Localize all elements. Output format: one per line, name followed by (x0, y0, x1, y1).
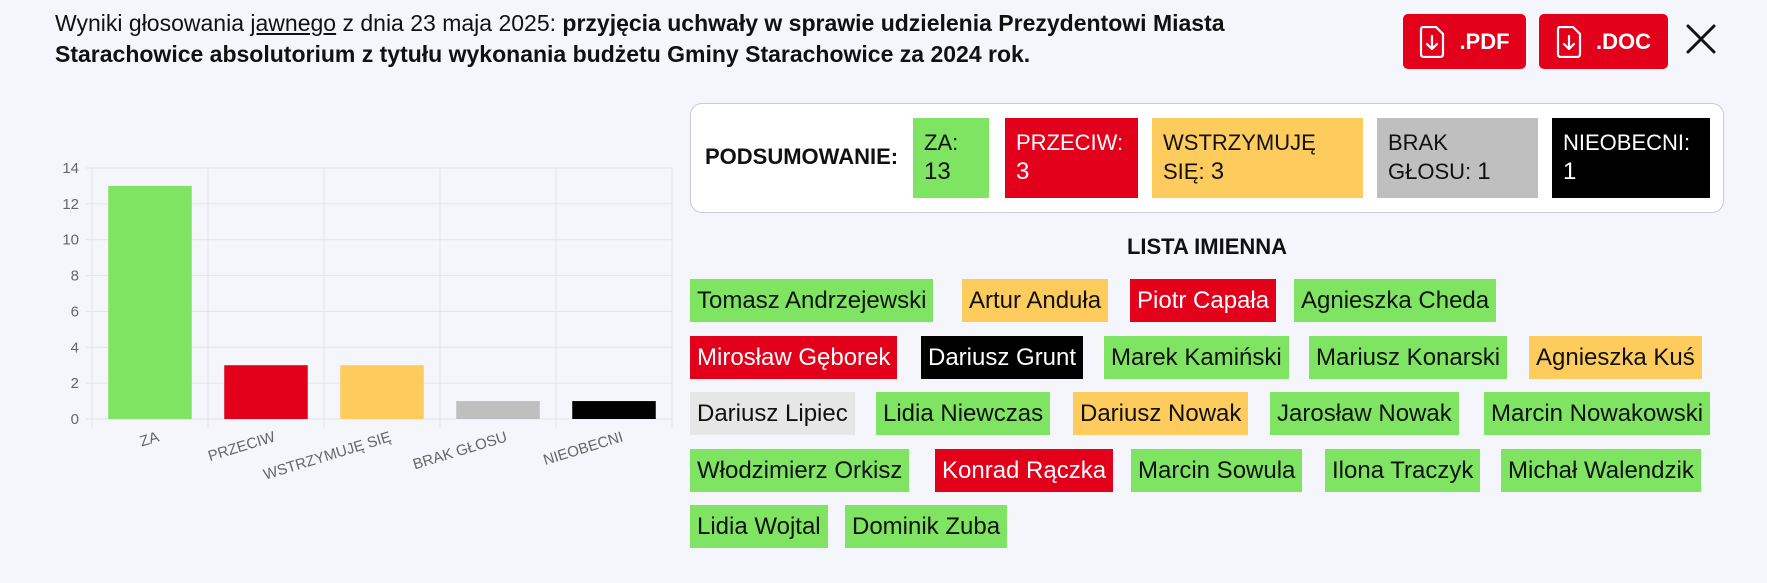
name-list-title: LISTA IMIENNA (1126, 234, 1288, 259)
y-tick-label: 14 (62, 160, 79, 177)
bar (108, 185, 192, 419)
summary-przeciw-label: PRZECIW: (1016, 130, 1124, 155)
list-item: Marek Kamiński (1104, 336, 1289, 379)
list-item: Mirosław Gęborek (690, 336, 898, 379)
x-tick-label: PRZECIW (206, 428, 278, 465)
list-item: Dariusz Lipiec (690, 392, 855, 435)
y-tick-label: 4 (71, 339, 79, 356)
close-button[interactable] (1684, 22, 1718, 56)
y-tick-label: 12 (62, 196, 79, 213)
download-file-icon (1556, 25, 1582, 58)
summary-wstrzymuje: WSTRZYMUJĘ SIĘ: 3 (1152, 118, 1363, 198)
bar (456, 401, 540, 419)
page-title: Wyniki głosowania jawnego z dnia 23 maja… (55, 8, 1375, 70)
summary-brak-glosu-count: 1 (1477, 158, 1491, 185)
list-item: Dominik Zuba (845, 505, 1008, 548)
x-tick-label: NIEOBECNI (541, 429, 625, 469)
close-icon (1686, 24, 1716, 54)
summary-za-count: 13 (924, 158, 951, 185)
list-item: Michał Walendzik (1501, 449, 1701, 492)
summary-brak-glosu-label: BRAK GŁOSU: (1388, 130, 1472, 184)
bar (572, 401, 656, 419)
download-file-icon (1420, 25, 1445, 58)
y-tick-label: 2 (71, 375, 79, 392)
list-item: Piotr Capała (1130, 279, 1277, 322)
list-item: Agnieszka Kuś (1529, 336, 1702, 379)
summary-nieobecni-count: 1 (1563, 158, 1577, 185)
list-item: Jarosław Nowak (1270, 392, 1459, 435)
download-pdf-button[interactable]: .PDF (1403, 14, 1526, 69)
summary-wstrzymuje-label: WSTRZYMUJĘ SIĘ: (1163, 130, 1316, 184)
y-tick-label: 6 (71, 303, 79, 320)
list-item: Ilona Traczyk (1325, 449, 1481, 492)
summary-za-label: ZA: (924, 130, 959, 155)
title-vote-type: jawnego (250, 10, 337, 36)
list-item: Włodzimierz Orkisz (690, 449, 910, 492)
list-item: Lidia Niewczas (876, 392, 1051, 435)
bar (340, 365, 424, 419)
summary-panel: PODSUMOWANIE: ZA: 13 PRZECIW: 3 WSTRZYMU… (690, 103, 1724, 213)
summary-przeciw-count: 3 (1016, 158, 1030, 185)
summary-nieobecni-label: NIEOBECNI: (1563, 130, 1691, 155)
list-item: Lidia Wojtal (690, 505, 828, 548)
list-item: Marcin Sowula (1131, 449, 1303, 492)
download-doc-label: .DOC (1596, 28, 1651, 54)
list-item: Konrad Rączka (935, 449, 1114, 492)
title-subject: przyjęcia uchwały w sprawie udzielenia P… (55, 10, 1225, 67)
list-item: Marcin Nowakowski (1484, 392, 1711, 435)
list-item: Dariusz Grunt (921, 336, 1084, 379)
x-tick-label: ZA (138, 429, 161, 451)
list-item: Tomasz Andrzejewski (690, 279, 934, 322)
list-item: Agnieszka Cheda (1294, 279, 1497, 322)
summary-nieobecni: NIEOBECNI: 1 (1552, 118, 1710, 198)
summary-label: PODSUMOWANIE: (705, 144, 899, 169)
list-item: Mariusz Konarski (1309, 336, 1508, 379)
x-tick-label: WSTRZYMUJĘ SIĘ (261, 429, 393, 484)
bar (224, 365, 308, 419)
y-tick-label: 10 (62, 232, 79, 249)
summary-wstrzymuje-count: 3 (1210, 158, 1225, 185)
y-tick-label: 8 (71, 268, 79, 285)
summary-brak-glosu: BRAK GŁOSU: 1 (1377, 118, 1538, 198)
download-pdf-label: .PDF (1459, 28, 1510, 54)
download-doc-button[interactable]: .DOC (1539, 14, 1668, 69)
list-item: Artur Anduła (962, 279, 1109, 322)
summary-przeciw: PRZECIW: 3 (1005, 118, 1138, 198)
list-item: Dariusz Nowak (1073, 392, 1249, 435)
y-tick-label: 0 (71, 411, 79, 428)
title-date: z dnia 23 maja 2025: (336, 10, 563, 36)
summary-za: ZA: 13 (913, 118, 989, 198)
x-tick-label: BRAK GŁOSU (411, 429, 509, 474)
title-prefix: Wyniki głosowania (55, 10, 251, 36)
